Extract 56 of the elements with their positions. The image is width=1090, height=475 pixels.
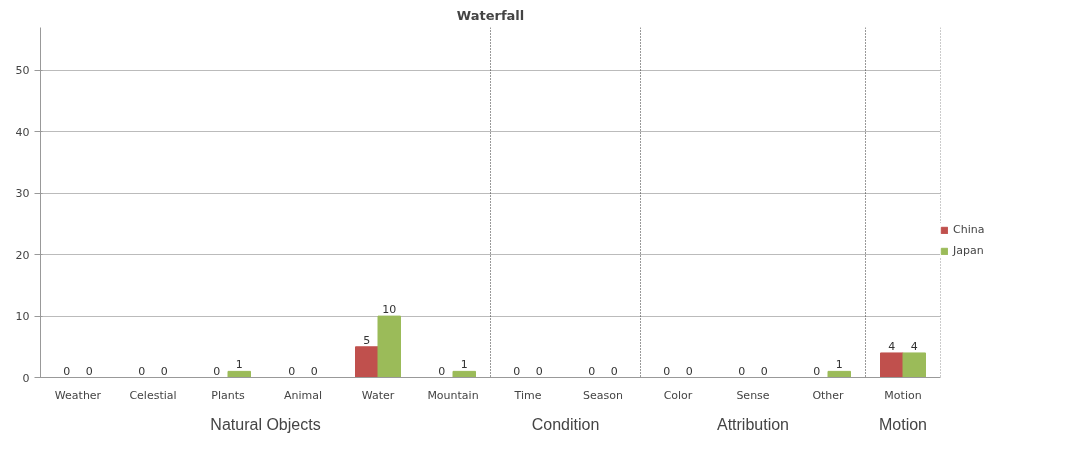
data-label: 1	[460, 358, 468, 372]
data-label: 0	[663, 364, 671, 378]
data-label: 1	[835, 358, 843, 372]
data-label: 0	[513, 364, 521, 378]
y-tick-label: 30	[15, 187, 30, 201]
data-label: 0	[160, 364, 168, 378]
data-label: 4	[888, 339, 896, 353]
chart-title: Waterfall	[456, 7, 525, 23]
data-label: 10	[382, 303, 397, 317]
data-label: 0	[288, 364, 296, 378]
x-tick-label: Sense	[736, 388, 770, 402]
y-tick-label: 40	[15, 125, 30, 139]
data-label: 0	[213, 364, 221, 378]
data-label: 4	[910, 339, 918, 353]
data-label: 0	[760, 364, 768, 378]
bar	[227, 370, 251, 378]
data-label: 0	[138, 364, 146, 378]
x-tick-label: Celestial	[129, 388, 177, 402]
bar	[377, 315, 401, 378]
bar	[902, 352, 926, 378]
bar	[355, 346, 379, 378]
text: Attribution	[716, 415, 790, 433]
data-label: 0	[535, 364, 543, 378]
data-label: 0	[438, 364, 446, 378]
y-tick-label: 50	[15, 64, 30, 78]
data-label: 0	[85, 364, 93, 378]
data-label: 5	[363, 333, 371, 347]
text: Natural Objects	[210, 415, 321, 433]
text: Condition	[531, 415, 600, 433]
y-tick-label: 0	[22, 371, 30, 385]
x-tick-label: Weather	[54, 388, 102, 402]
x-tick-label: Time	[513, 388, 542, 402]
x-tick-label: Other	[812, 388, 845, 402]
x-tick-label: Mountain	[427, 388, 479, 402]
bar	[827, 370, 851, 378]
bar	[452, 370, 476, 378]
x-tick-label: Plants	[211, 388, 245, 402]
y-tick-label: 20	[15, 248, 30, 262]
y-tick-label: 10	[15, 310, 30, 324]
legend-label: Japan	[953, 244, 984, 257]
data-label: 0	[738, 364, 746, 378]
data-label: 0	[310, 364, 318, 378]
bar	[880, 352, 904, 378]
data-label: 0	[588, 364, 596, 378]
data-label: 0	[813, 364, 821, 378]
x-tick-label: Motion	[884, 388, 922, 402]
data-label: 0	[685, 364, 693, 378]
x-tick-label: Water	[361, 388, 395, 402]
text: Motion	[878, 415, 928, 433]
data-label: 0	[63, 364, 71, 378]
data-label: 0	[610, 364, 618, 378]
x-tick-label: Color	[663, 388, 693, 402]
data-label: 1	[235, 358, 243, 372]
legend-label: China	[953, 223, 985, 236]
x-tick-label: Season	[583, 388, 623, 402]
x-tick-label: Animal	[283, 388, 323, 402]
